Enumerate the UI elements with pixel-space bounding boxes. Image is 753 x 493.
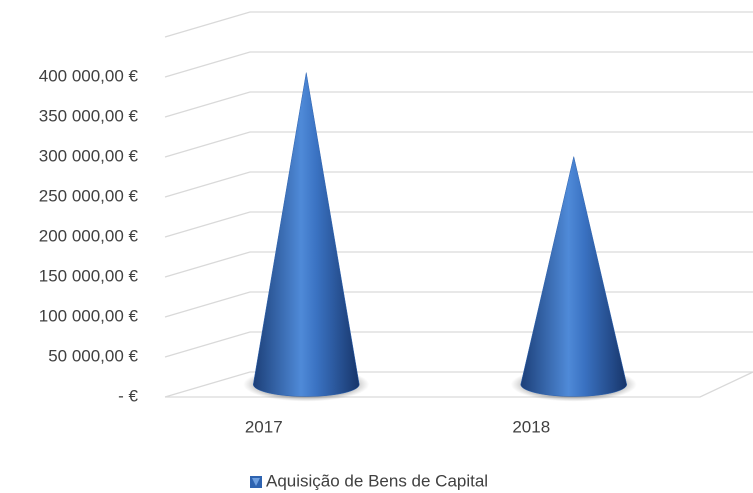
y-tick-label: 50 000,00 €: [48, 346, 138, 365]
y-tick-label: 200 000,00 €: [39, 226, 139, 245]
plot-frame: [164, 11, 753, 38]
legend-label: Aquisição de Bens de Capital: [266, 471, 488, 490]
grid-line: [164, 91, 753, 118]
legend-swatch-icon: [252, 478, 260, 486]
y-tick-label: 350 000,00 €: [39, 106, 139, 125]
y-tick-label: 250 000,00 €: [39, 186, 139, 205]
grid-line: [164, 331, 753, 358]
grid-line: [164, 171, 753, 198]
grid-line: [164, 211, 753, 238]
y-tick-label: 100 000,00 €: [39, 306, 139, 325]
grid-line: [164, 131, 753, 158]
y-tick-label: 300 000,00 €: [39, 146, 139, 165]
x-tick-label: 2018: [512, 417, 550, 436]
grid-line: [164, 291, 753, 318]
cone: [520, 156, 628, 397]
grid-line: [164, 251, 753, 278]
x-tick-label: 2017: [245, 417, 283, 436]
grid-line: [164, 51, 753, 78]
y-tick-label: - €: [118, 386, 138, 405]
y-tick-label: 150 000,00 €: [39, 266, 139, 285]
y-tick-label: 400 000,00 €: [39, 66, 139, 85]
cone: [252, 72, 360, 397]
